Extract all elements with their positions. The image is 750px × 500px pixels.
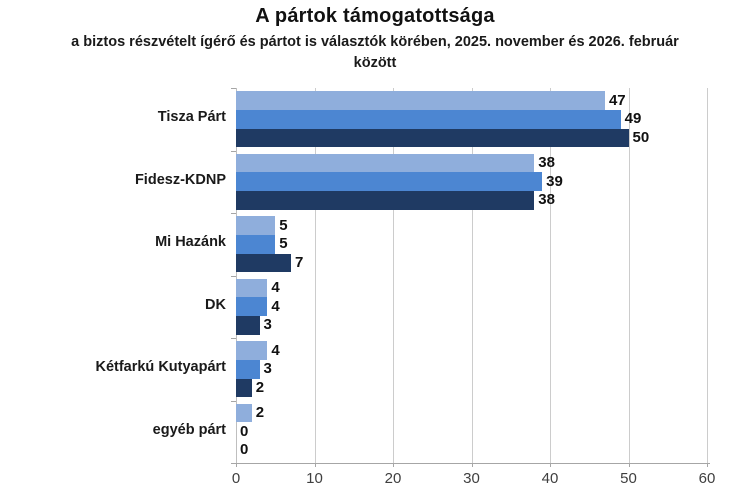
y-axis-tick xyxy=(231,463,236,464)
bar-value-label: 4 xyxy=(271,297,280,315)
category-label: Kétfarkú Kutyapárt xyxy=(95,359,226,376)
chart-subtitle: a biztos részvételt ígérő és pártot is v… xyxy=(71,34,679,72)
bar-dark-navy-series xyxy=(236,128,629,148)
category-label: Tisza Párt xyxy=(157,109,226,126)
x-tick-label: 0 xyxy=(231,470,241,487)
bar-medium-blue-series xyxy=(236,234,276,254)
bar-value-label: 39 xyxy=(546,172,563,190)
bar-value-label: 49 xyxy=(624,110,642,128)
bar-value-label: 4 xyxy=(271,279,280,297)
x-tick-label: 50 xyxy=(620,470,637,487)
gridline xyxy=(707,88,708,463)
gridline xyxy=(314,88,316,463)
y-axis-tick xyxy=(231,275,236,277)
x-tick-label: 20 xyxy=(384,470,402,487)
bar-medium-blue-series xyxy=(236,297,268,317)
bar-value-label: 47 xyxy=(608,91,626,109)
y-axis-tick xyxy=(231,213,236,214)
bar-value-label: 38 xyxy=(538,191,555,209)
x-axis-tick xyxy=(707,463,708,467)
x-tick-label: 60 xyxy=(698,470,716,487)
bar-value-label: 2 xyxy=(255,404,265,422)
bar-light-blue-series xyxy=(236,341,268,360)
bar-value-label: 5 xyxy=(279,235,288,253)
bar-value-label: 4 xyxy=(271,341,280,359)
x-axis-tick xyxy=(314,463,316,467)
bar-medium-blue-series xyxy=(236,359,260,379)
category-label: Fidesz-KDNP xyxy=(134,171,226,188)
x-axis-line xyxy=(236,463,710,464)
bar-light-blue-series xyxy=(236,153,535,173)
bar-dark-navy-series xyxy=(236,253,291,273)
bar-medium-blue-series xyxy=(236,172,543,192)
bar-value-label: 2 xyxy=(255,378,265,396)
chart-title: A pártok támogatottsága xyxy=(255,5,495,27)
bar-dark-navy-series xyxy=(236,378,252,398)
y-axis-line xyxy=(236,88,237,463)
bar-value-label: 0 xyxy=(240,422,249,440)
gridline xyxy=(471,88,473,463)
y-axis-tick xyxy=(231,150,236,152)
bar-light-blue-series xyxy=(236,403,252,423)
x-axis-tick xyxy=(393,463,394,467)
category-label: Mi Hazánk xyxy=(155,234,226,251)
category-label: egyéb párt xyxy=(152,421,226,438)
x-axis-tick xyxy=(628,463,630,467)
bar-dark-navy-series xyxy=(236,316,260,335)
gridline xyxy=(550,88,551,463)
y-axis-tick xyxy=(231,338,236,339)
bar-light-blue-series xyxy=(236,278,268,298)
x-axis-tick xyxy=(471,463,473,467)
bar-value-label: 38 xyxy=(538,154,555,172)
bar-dark-navy-series xyxy=(236,191,535,210)
bar-value-label: 5 xyxy=(279,216,288,234)
bar-value-label: 3 xyxy=(263,316,272,334)
x-axis-tick xyxy=(550,463,551,467)
y-axis-tick xyxy=(231,88,236,89)
x-axis-tick xyxy=(236,463,237,467)
y-axis-tick xyxy=(231,400,236,402)
bar-value-label: 0 xyxy=(240,441,249,459)
bar-value-label: 3 xyxy=(263,360,272,378)
bar-value-label: 7 xyxy=(294,253,304,271)
x-tick-label: 30 xyxy=(463,470,480,487)
bar-medium-blue-series xyxy=(236,109,621,129)
bar-value-label: 50 xyxy=(632,128,650,146)
gridline xyxy=(393,88,394,463)
x-tick-label: 40 xyxy=(541,470,559,487)
x-tick-label: 10 xyxy=(306,470,323,487)
category-label: DK xyxy=(205,296,226,313)
bar-light-blue-series xyxy=(236,91,605,110)
bar-light-blue-series xyxy=(236,216,276,235)
gridline xyxy=(628,88,630,463)
